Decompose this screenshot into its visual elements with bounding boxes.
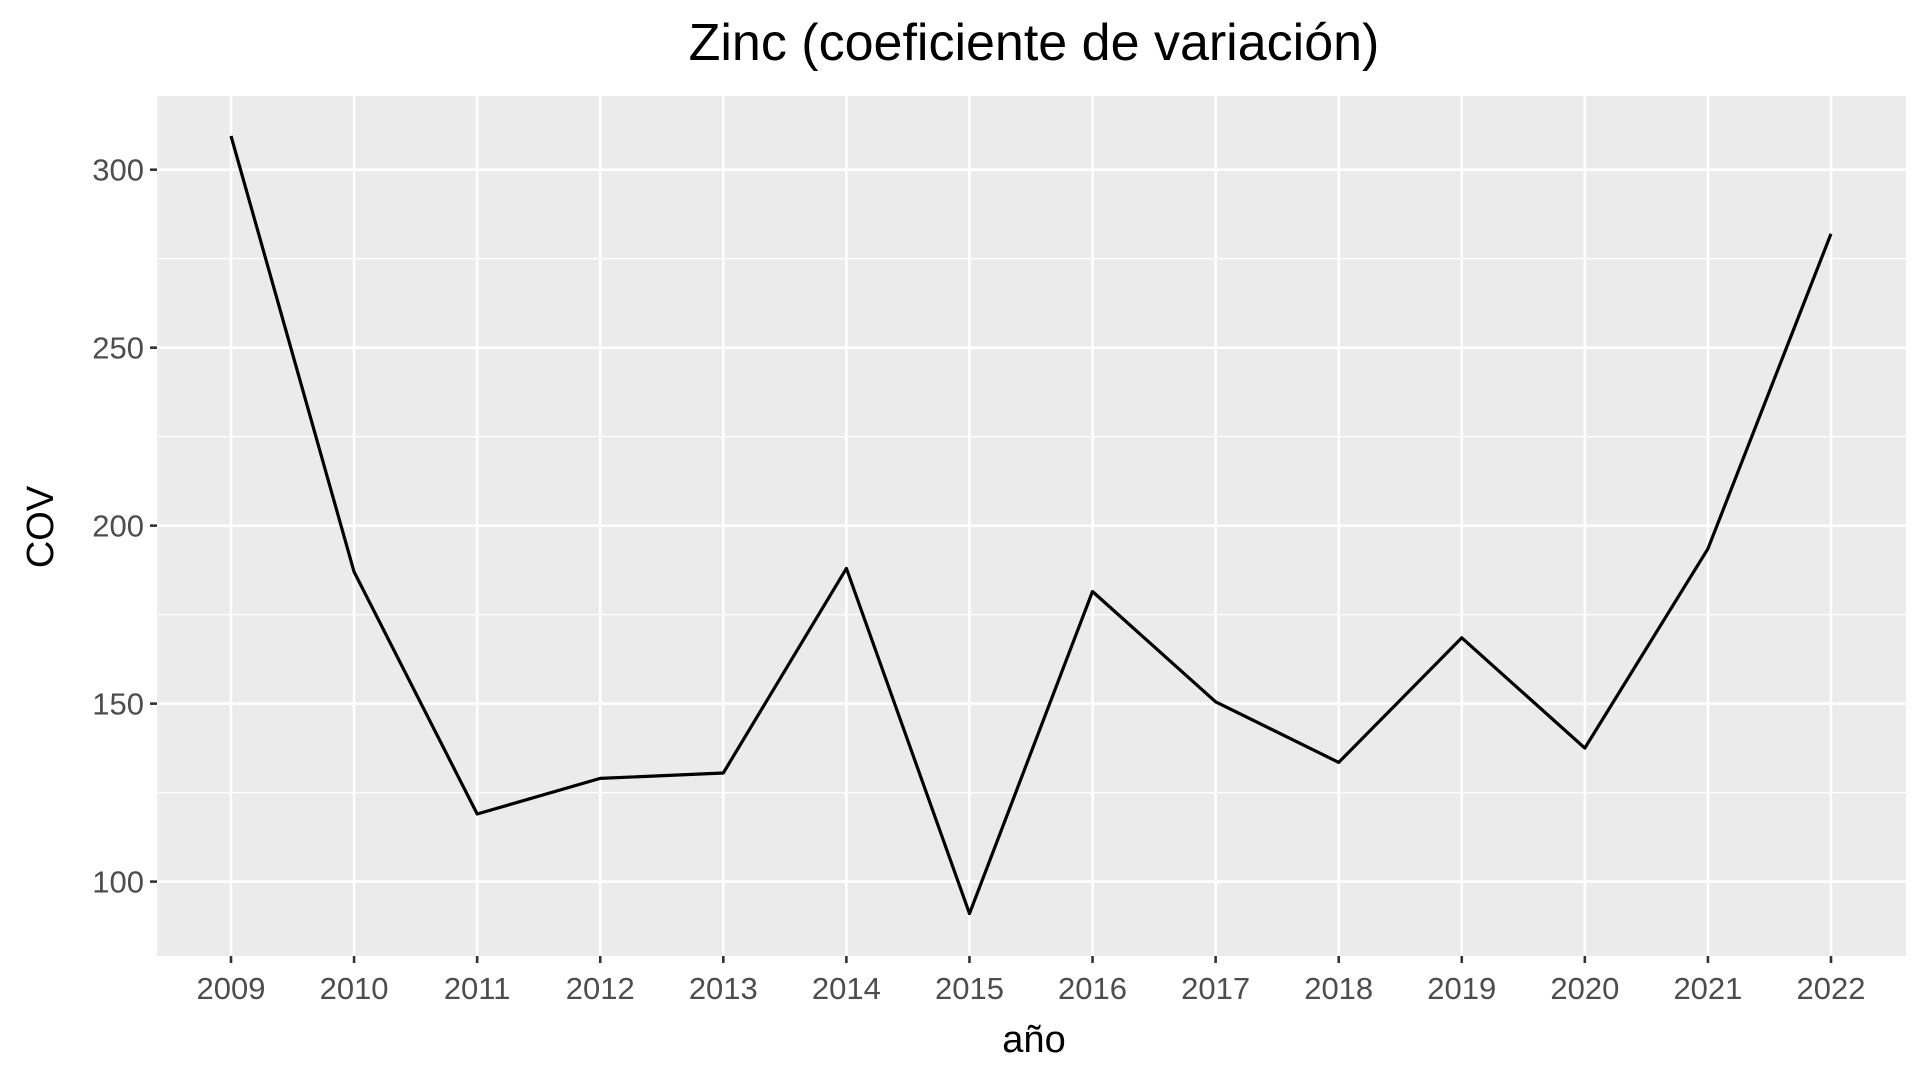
x-tick-label: 2010 [320,971,389,1006]
x-tick-label: 2012 [566,971,635,1006]
x-tick-label: 2018 [1304,971,1373,1006]
minor-gridlines [157,258,1906,794]
x-tick-label: 2014 [812,971,881,1006]
x-axis-label: año [1002,1019,1065,1061]
y-tick-label: 100 [92,865,144,900]
x-tick-label: 2013 [689,971,758,1006]
series-line [229,135,1833,916]
x-tick-label: 2019 [1427,971,1496,1006]
y-tick-label: 250 [92,331,144,366]
series-layer [229,135,1833,916]
x-tick-label: 2022 [1797,971,1866,1006]
y-axis-ticks: 100 150 200 250 300 [92,153,157,900]
x-axis-ticks: 2009 2010 2011 2012 2013 2014 2015 2016 2017 2018… [197,956,1866,1006]
x-tick-label: 2011 [444,971,511,1006]
y-axis-label: COV [20,485,62,568]
x-tick-label: 2020 [1550,971,1619,1006]
major-gridlines [157,96,1906,956]
y-tick-label: 200 [92,509,144,544]
x-tick-label: 2017 [1181,971,1250,1006]
y-tick-label: 150 [92,687,144,722]
chart-title: Zinc (coeficiente de variación) [689,14,1380,72]
x-tick-label: 2021 [1673,971,1742,1006]
y-tick-label: 300 [92,153,144,188]
x-tick-label: 2015 [935,971,1004,1006]
x-tick-label: 2016 [1058,971,1127,1006]
x-tick-label: 2009 [197,971,266,1006]
